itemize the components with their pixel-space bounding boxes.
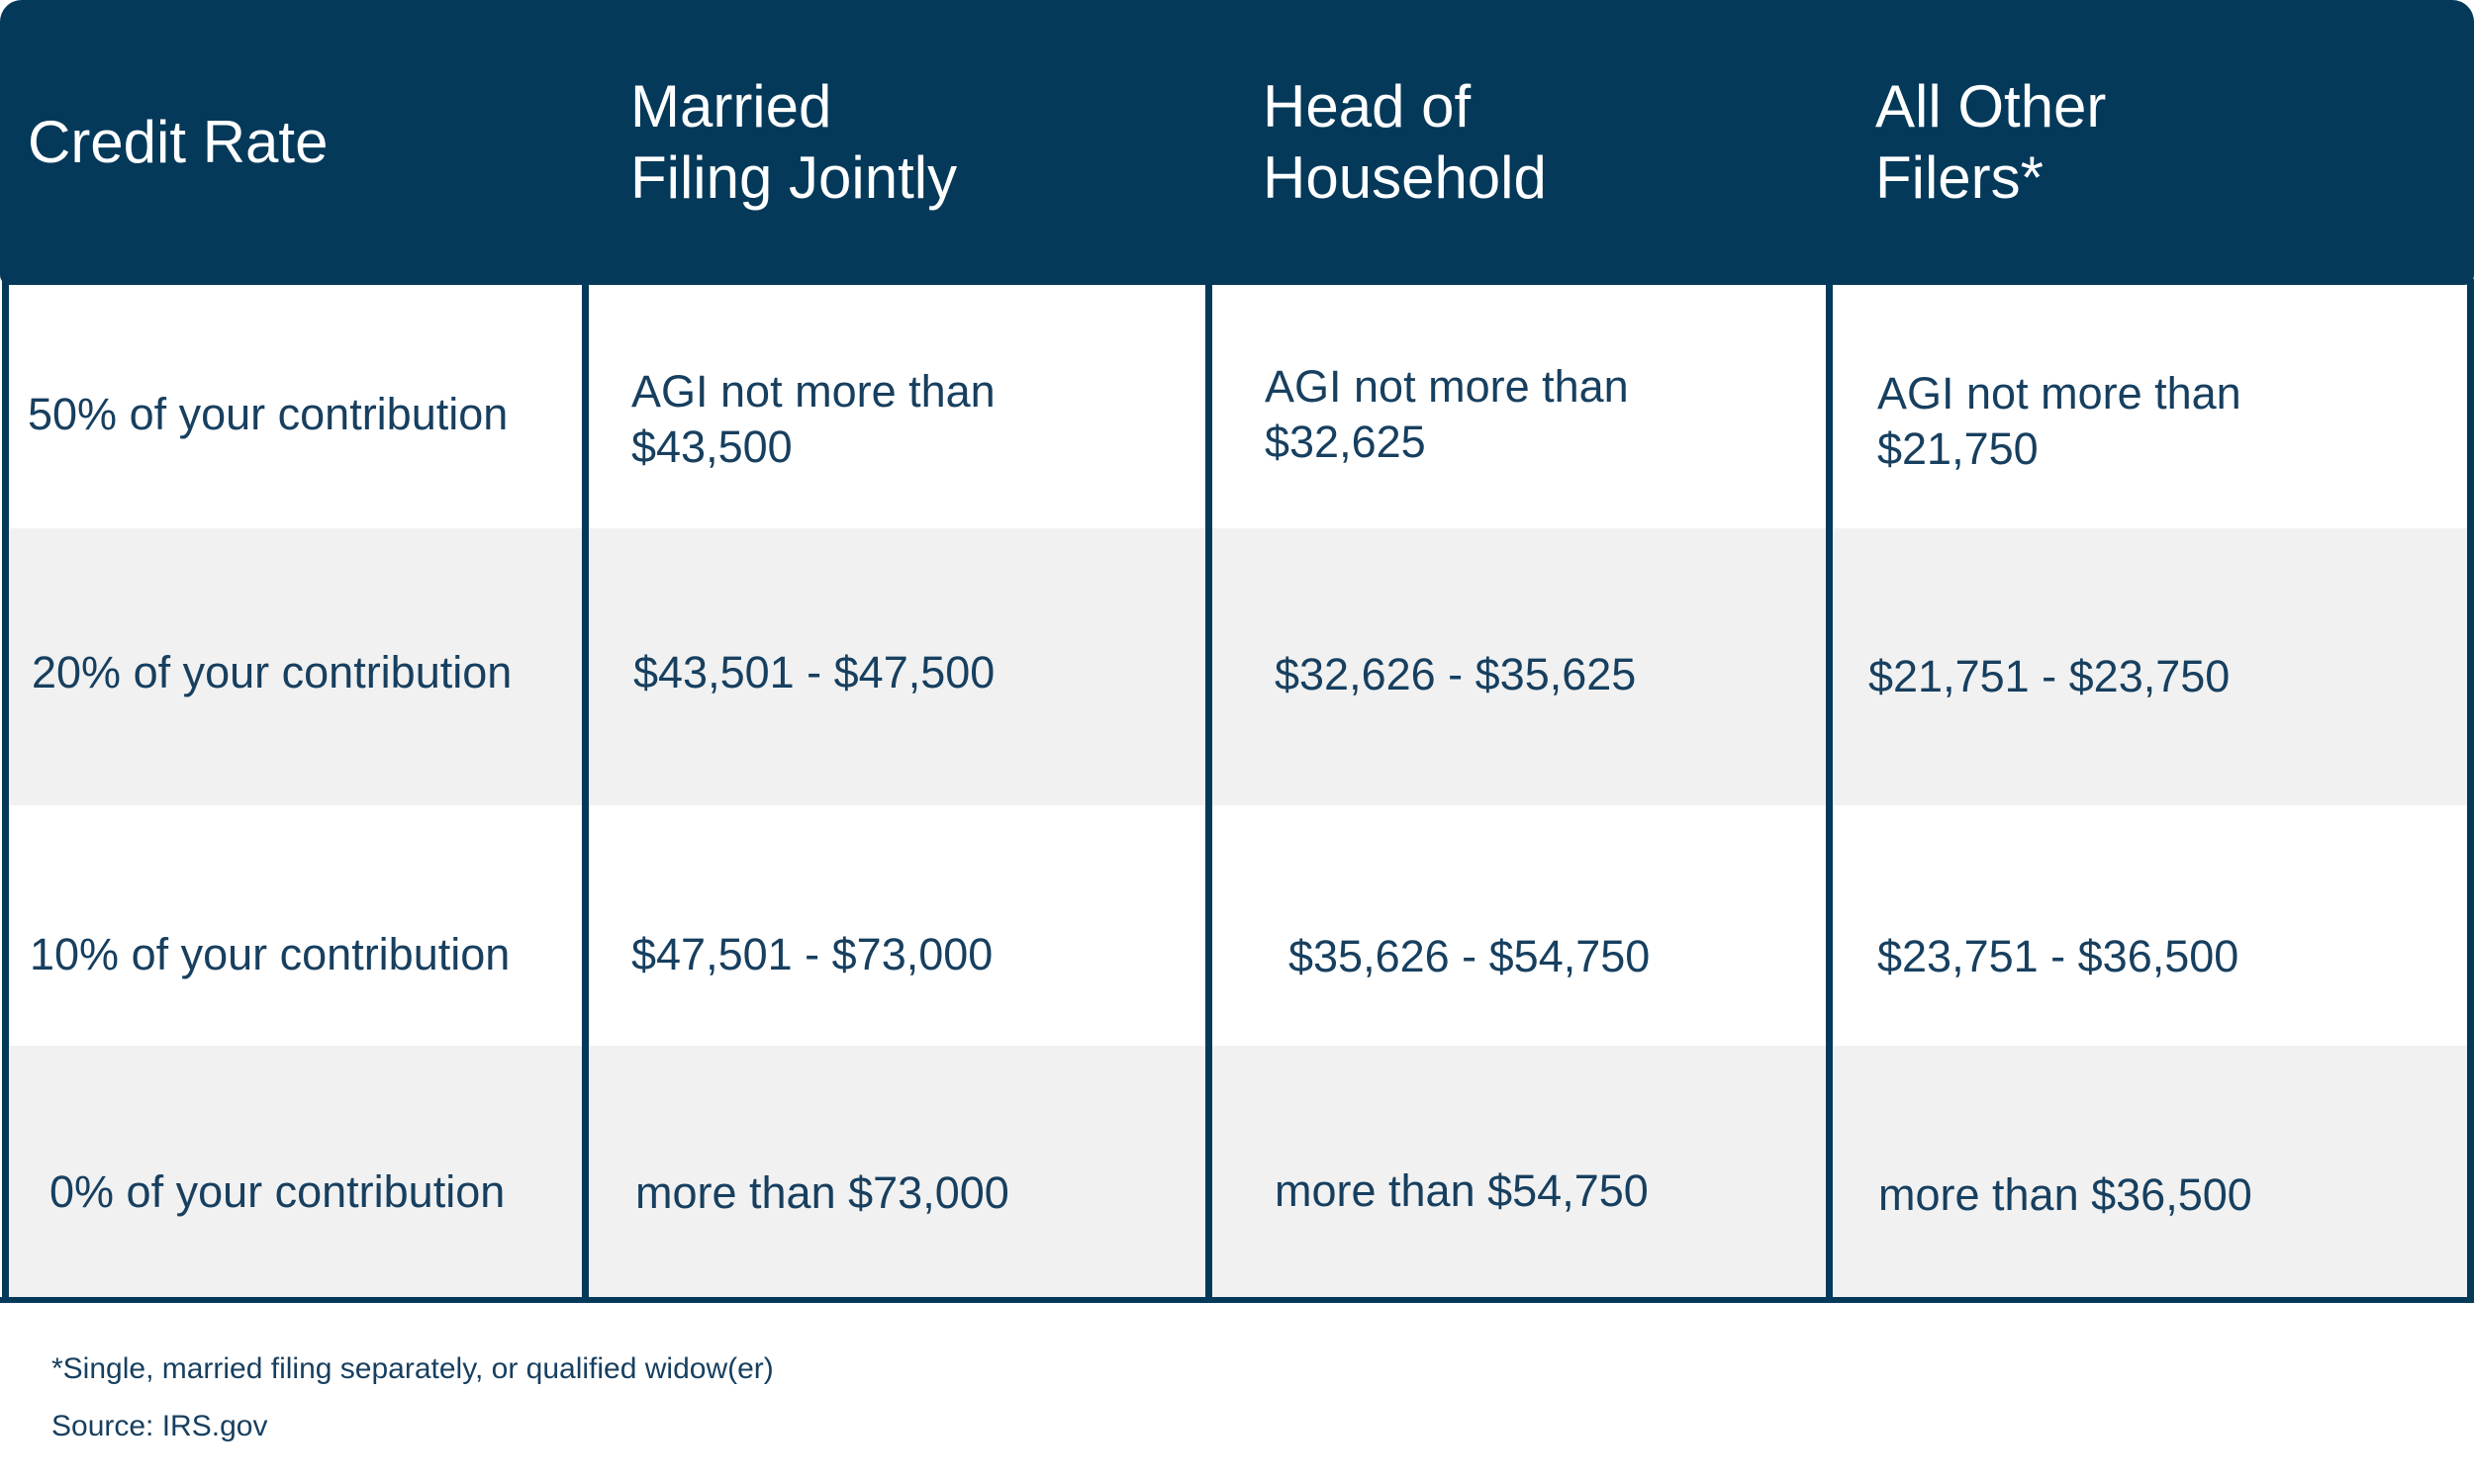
credit-rate-cell: 10% of your contribution [30, 929, 511, 979]
head-of-household-cell: more than $54,750 [1275, 1165, 1649, 1216]
column-divider [2, 279, 9, 1303]
column-divider [1205, 279, 1212, 1303]
column-divider [1826, 279, 1833, 1303]
credit-rate-cell: 50% of your contribution [28, 389, 509, 439]
column-divider [2467, 279, 2474, 1303]
all-other-filers-cell: more than $36,500 [1878, 1169, 2252, 1220]
all-other-filers-cell: $21,751 - $23,750 [1868, 651, 2231, 701]
all-other-filers-cell: AGI not more than $21,750 [1877, 368, 2241, 474]
head-of-household-cell: $32,626 - $35,625 [1275, 649, 1637, 699]
header-credit-rate: Credit Rate [28, 109, 329, 175]
row-band-4 [6, 1046, 2474, 1299]
source-note: Source: IRS.gov [51, 1410, 268, 1442]
head-of-household-cell: AGI not more than $32,625 [1265, 361, 1629, 467]
credit-rate-cell: 20% of your contribution [32, 647, 513, 697]
married-filing-jointly-cell: $47,501 - $73,000 [631, 929, 994, 979]
row-band-2 [6, 528, 2474, 805]
married-filing-jointly-cell: AGI not more than $43,500 [631, 366, 996, 472]
header-head-of-household: Head of Household [1263, 73, 1547, 211]
header-married-filing-jointly: Married Filing Jointly [630, 73, 958, 211]
credit-rate-cell: 0% of your contribution [49, 1166, 506, 1217]
footnote: *Single, married filing separately, or q… [51, 1352, 774, 1385]
column-divider [582, 279, 589, 1303]
table-header [0, 0, 2474, 285]
married-filing-jointly-cell: $43,501 - $47,500 [633, 647, 996, 697]
head-of-household-cell: $35,626 - $54,750 [1288, 931, 1651, 981]
all-other-filers-cell: $23,751 - $36,500 [1877, 931, 2239, 981]
married-filing-jointly-cell: more than $73,000 [635, 1167, 1009, 1218]
table-bottom-border [0, 1297, 2474, 1303]
footnotes: *Single, married filing separately, or q… [51, 1341, 774, 1455]
header-all-other-filers: All Other Filers* [1875, 73, 2107, 211]
